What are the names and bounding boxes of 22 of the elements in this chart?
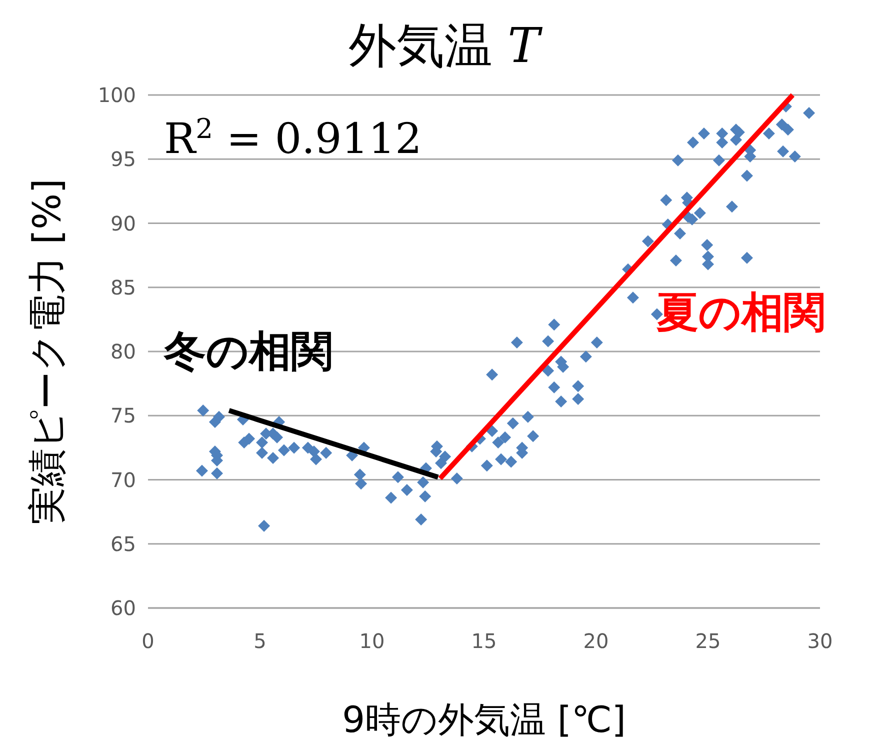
y-tick-label: 85 bbox=[110, 275, 136, 300]
y-tick-label: 70 bbox=[110, 468, 136, 492]
y-tick-label: 65 bbox=[110, 532, 136, 556]
series-label: 冬の相関 bbox=[163, 326, 334, 376]
chart-title: 外気温 T bbox=[348, 18, 543, 74]
x-tick-label: 0 bbox=[142, 629, 154, 653]
x-axis-title: 9時の外気温 [℃] bbox=[342, 700, 626, 741]
series-label: 夏の相関 bbox=[656, 288, 826, 337]
x-tick-label: 20 bbox=[583, 629, 609, 653]
annotation: R$^{2}$ = 0.9112 bbox=[164, 114, 422, 163]
y-tick-label: 60 bbox=[110, 596, 136, 620]
x-tick-label: 10 bbox=[359, 629, 385, 653]
y-tick-label: 80 bbox=[110, 340, 136, 364]
y-tick-label: 75 bbox=[110, 404, 136, 428]
x-tick-label: 30 bbox=[807, 629, 833, 653]
x-tick-label: 25 bbox=[695, 629, 721, 653]
y-axis-title: 実績ピーク電力 [%] bbox=[25, 178, 69, 524]
y-tick-label: 95 bbox=[110, 147, 136, 172]
y-tick-label: 90 bbox=[110, 211, 136, 236]
x-tick-label: 15 bbox=[471, 629, 497, 653]
y-tick-label: 100 bbox=[98, 83, 136, 107]
x-tick-label: 5 bbox=[254, 629, 266, 653]
